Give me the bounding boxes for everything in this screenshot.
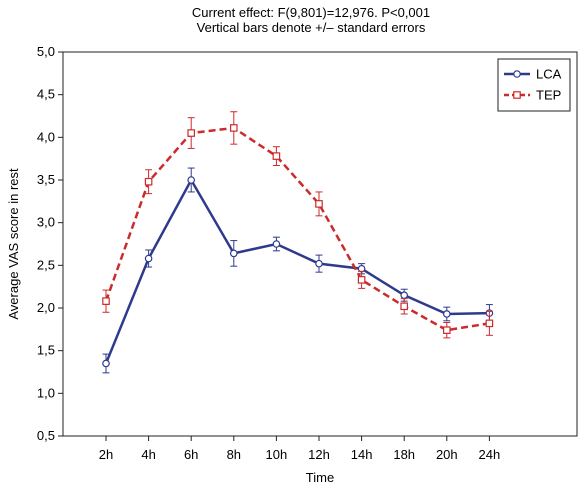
series-lca: [102, 167, 494, 374]
x-tick-label: 14h: [351, 447, 373, 462]
data-point: [442, 310, 451, 318]
data-point: [230, 249, 238, 258]
data-point: [485, 319, 494, 328]
y-tick-label: 5,0: [37, 44, 55, 59]
series-line: [104, 177, 490, 364]
x-tick-label: 2h: [99, 447, 113, 462]
x-tick-label: 10h: [266, 447, 288, 462]
data-point: [272, 240, 281, 248]
x-tick-label: 6h: [184, 447, 198, 462]
data-point: [144, 177, 153, 186]
legend-box: [497, 58, 571, 112]
legend: LCA TEP: [497, 58, 571, 112]
data-point: [315, 200, 323, 208]
y-tick-label: 4,0: [37, 129, 55, 144]
x-tick-label: 24h: [479, 447, 501, 462]
x-tick-label: 20h: [436, 447, 458, 462]
data-point: [315, 259, 323, 268]
x-axis: 2h 4h 6h 8h 10h 12h 14h 18h 20h 24h: [99, 436, 500, 462]
data-point: [187, 129, 196, 137]
data-point: [357, 276, 366, 284]
x-axis-label: Time: [306, 470, 334, 485]
chart-title: Current effect: F(9,801)=12,976. P<0,001: [192, 5, 430, 20]
data-point: [102, 359, 110, 368]
series-tep: [102, 111, 494, 339]
y-axis-label: Average VAS score in rest: [6, 168, 21, 320]
y-tick-label: 3,0: [37, 215, 55, 230]
data-point: [400, 302, 409, 311]
y-tick-label: 1,0: [37, 385, 55, 400]
legend-item: TEP: [504, 88, 561, 103]
series-line: [104, 126, 490, 332]
legend-label: LCA: [536, 67, 562, 82]
data-point: [144, 254, 153, 263]
plot-frame: [62, 51, 578, 437]
x-tick-label: 4h: [141, 447, 155, 462]
series-layer: [102, 111, 494, 374]
y-tick-label: 2,5: [37, 257, 55, 272]
y-tick-label: 4,5: [37, 87, 55, 102]
x-tick-label: 12h: [308, 447, 330, 462]
y-tick-label: 1,5: [37, 343, 55, 358]
legend-item: LCA: [504, 67, 562, 82]
y-tick-label: 3,5: [37, 172, 55, 187]
data-point: [102, 297, 110, 305]
data-point: [400, 291, 409, 300]
data-point: [272, 152, 281, 160]
data-point: [187, 176, 196, 184]
legend-marker: [513, 91, 521, 99]
x-tick-label: 8h: [227, 447, 241, 462]
y-tick-label: 2,0: [37, 300, 55, 315]
data-point: [230, 124, 238, 132]
legend-label: TEP: [536, 88, 561, 103]
data-point: [443, 326, 451, 334]
y-axis: 0,5 1,0 1,5 2,0 2,5 3,0 3,5 4,0 4,5 5,0: [37, 44, 63, 443]
legend-items: LCA TEP: [504, 67, 562, 103]
x-tick-label: 18h: [393, 447, 415, 462]
chart-subtitle: Vertical bars denote +/– standard errors: [197, 20, 426, 35]
legend-marker: [513, 70, 521, 78]
y-tick-label: 0,5: [37, 428, 55, 443]
